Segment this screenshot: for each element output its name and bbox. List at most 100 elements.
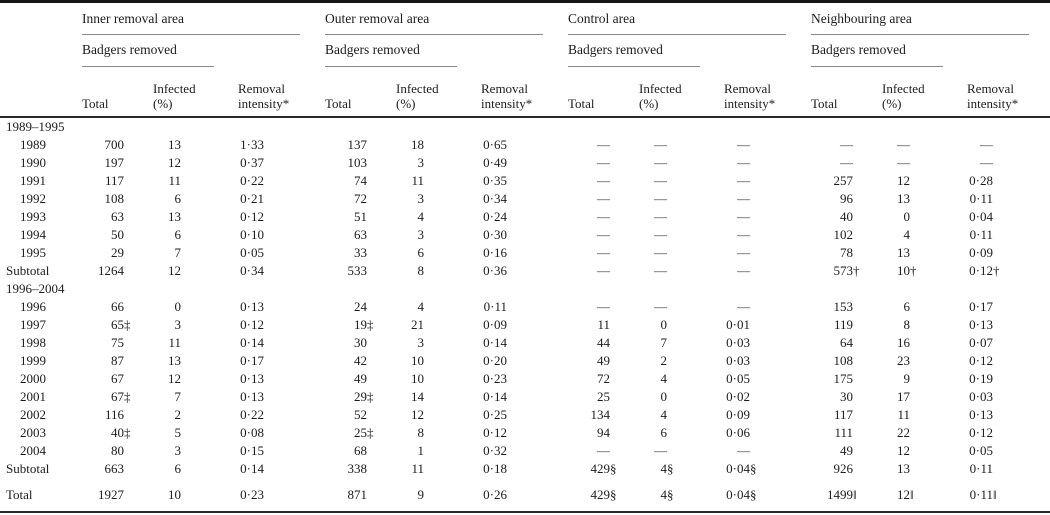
table-cell: 13	[897, 245, 910, 260]
table-cell: 78	[840, 245, 853, 260]
group-header-control: Control area Badgers removed	[564, 3, 807, 67]
table-cell: 0·12	[483, 425, 507, 440]
table-cell: 13	[168, 137, 181, 152]
table-cell: 11	[411, 461, 424, 476]
group-rule	[811, 34, 1029, 35]
row-label: 1998	[20, 335, 46, 350]
table-cell: —	[840, 137, 853, 152]
table-cell: 1264	[98, 263, 124, 278]
table-cell: —	[597, 155, 610, 170]
row-label: 1989	[20, 137, 46, 152]
row-label: 1991	[20, 173, 46, 188]
table-cell: 0·65	[483, 137, 507, 152]
row-label: Subtotal	[6, 263, 50, 278]
table-cell: 3	[417, 155, 425, 170]
table-cell: 103	[347, 155, 368, 170]
table-cell: 30	[354, 335, 367, 350]
group-subtitle: Badgers removed	[811, 42, 906, 57]
table-cell: 4	[417, 299, 425, 314]
table-cell: —	[737, 137, 750, 152]
table-cell: 0·04§	[726, 461, 757, 476]
table-cell: 50	[111, 227, 124, 242]
table-cell: 0·23	[483, 371, 507, 386]
table-row: 2000 67 12 0·13 49 10 0·23 72 4 0·05 175 9 0·19	[0, 370, 1050, 388]
group-subtitle: Badgers removed	[82, 42, 177, 57]
table-cell: 49	[354, 371, 367, 386]
table-cell: 80	[111, 443, 124, 458]
table-cell: —	[654, 227, 667, 242]
table-cell: 0·08	[240, 425, 264, 440]
table-cell: 1	[417, 443, 425, 458]
table-cell: —	[597, 137, 610, 152]
corner-cell	[0, 3, 78, 67]
table-cell: —	[737, 263, 750, 278]
table-cell: 6	[174, 191, 182, 206]
table-cell: 16	[897, 335, 910, 350]
table-cell: 12‖	[897, 487, 914, 502]
table-cell: —	[980, 155, 993, 170]
row-label: 1994	[20, 227, 46, 242]
table-cell: 42	[354, 353, 367, 368]
col-header-infected: Infected (%)	[622, 67, 706, 118]
table-cell: —	[597, 299, 610, 314]
table-cell: —	[654, 209, 667, 224]
table-cell: 4§	[660, 461, 674, 476]
row-label-header	[0, 67, 78, 118]
table-cell: 0·13	[240, 371, 264, 386]
table-row: 1997 65‡ 3 0·12 19‡ 21 0·09 11 0 0·01 119 8 0·13	[0, 316, 1050, 334]
table-cell: 0·11	[969, 461, 993, 476]
table-cell: 11	[168, 173, 181, 188]
table-cell: 13	[168, 209, 181, 224]
table-cell: 0·01	[726, 317, 750, 332]
table-cell: 25‡	[354, 425, 374, 440]
group-subrule	[568, 66, 700, 67]
table-cell: 6	[903, 299, 911, 314]
table-cell: 0·32	[483, 443, 507, 458]
table-cell: 0·03	[726, 353, 750, 368]
bottom-double-rule	[0, 511, 1050, 515]
table-cell: —	[654, 443, 667, 458]
table-cell: 871	[347, 487, 368, 502]
col-header-removal-intensity: Removal intensity*	[706, 67, 807, 118]
group-rule	[568, 34, 786, 35]
table-cell: 117	[833, 407, 853, 422]
table-cell: —	[654, 137, 667, 152]
table-cell: 117	[104, 173, 124, 188]
table-cell: 0·19	[969, 371, 993, 386]
table-cell: 0·22	[240, 407, 264, 422]
table-cell: —	[597, 227, 610, 242]
group-title: Outer removal area	[325, 11, 430, 26]
table-cell: —	[980, 137, 993, 152]
table-row: 1994 50 6 0·10 63 3 0·30 — — — 102 4 0·11	[0, 226, 1050, 244]
table-row: 2003 40‡ 5 0·08 25‡ 8 0·12 94 6 0·06 111 22 0·12	[0, 424, 1050, 442]
table-cell: 19‡	[354, 317, 374, 332]
table-cell: 0·09	[726, 407, 750, 422]
table-cell: 0·12	[969, 425, 993, 440]
table-cell: 0	[903, 209, 911, 224]
table-cell: 0·11	[483, 299, 507, 314]
table-cell: 102	[833, 227, 854, 242]
table-cell: 63	[354, 227, 367, 242]
row-label: 2001	[20, 389, 46, 404]
table-cell: 0·34	[240, 263, 264, 278]
table-cell: —	[737, 299, 750, 314]
table-cell: 4§	[660, 487, 674, 502]
table-cell: 6	[660, 425, 668, 440]
table-row: 1995 29 7 0·05 33 6 0·16 — — — 78 13 0·09	[0, 244, 1050, 262]
table-cell: 0	[174, 299, 182, 314]
group-subtitle: Badgers removed	[325, 42, 420, 57]
table-cell: 11	[897, 407, 910, 422]
table-row: 1989 700 13 1·33 137 18 0·65 — — — — — —	[0, 136, 1050, 154]
table-cell: 94	[597, 425, 610, 440]
table-cell: 700	[104, 137, 125, 152]
table-cell: 44	[597, 335, 610, 350]
table-cell: 72	[597, 371, 610, 386]
table-row: 1991 117 11 0·22 74 11 0·35 — — — 257 12 0·28	[0, 172, 1050, 190]
table-body: 1989–1995 1989 700 13 1·33 137 18 0·65— — — — — —199…	[0, 117, 1050, 504]
table-cell: 0·10	[240, 227, 264, 242]
table-cell: 9	[903, 371, 911, 386]
table-cell: 8	[417, 425, 425, 440]
table-row: 1990 197 12 0·37 103 3 0·49 — — — — — —	[0, 154, 1050, 172]
table-cell: 40‡	[111, 425, 131, 440]
